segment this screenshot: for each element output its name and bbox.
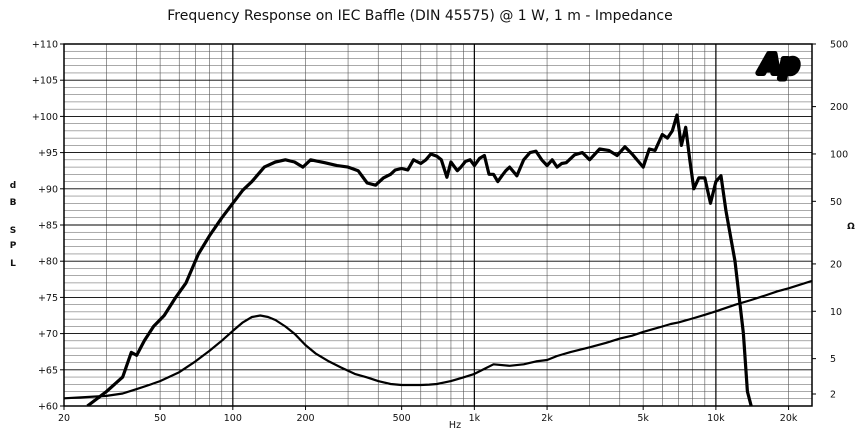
- chart-title: Frequency Response on IEC Baffle (DIN 45…: [167, 8, 673, 24]
- y-right-tick-label: 2: [830, 390, 836, 401]
- x-tick-label: 100: [224, 413, 242, 424]
- y-left-tick-label: +100: [32, 112, 58, 123]
- y-left-tick-label: +65: [38, 365, 58, 376]
- x-tick-label: 2k: [541, 413, 553, 424]
- y-right-tick-label: 50: [830, 197, 842, 208]
- x-ticks: 20 50 100 200 500 1k 2k 5k 10k 20k: [58, 406, 798, 424]
- x-axis-label: Hz: [449, 420, 461, 428]
- grid-major: [64, 44, 812, 406]
- y-right-tick-label: 20: [830, 259, 842, 270]
- impedance-line: [64, 279, 812, 400]
- y-left-tick-label: +110: [32, 40, 58, 51]
- svg-text:Ap: Ap: [758, 50, 799, 80]
- y-right-tick-label: 100: [830, 149, 848, 160]
- y-left-tick-label: +105: [32, 76, 58, 87]
- y-right-ticks: 500 200 100 50 20 10 5 2: [812, 40, 848, 401]
- y-left-tick-label: +60: [38, 402, 58, 413]
- y-right-label: Ω: [847, 222, 855, 232]
- series-group: [64, 113, 812, 406]
- x-tick-label: 20: [58, 413, 70, 424]
- y-right-tick-label: 200: [830, 102, 848, 113]
- x-tick-label: 20k: [780, 413, 798, 424]
- y-left-label-letter: S: [10, 226, 16, 236]
- y-left-label: dB SPL: [10, 181, 17, 269]
- x-tick-label: 500: [393, 413, 411, 424]
- x-tick-label: 5k: [637, 413, 649, 424]
- y-left-tick-label: +75: [38, 293, 58, 304]
- x-tick-label: 200: [296, 413, 314, 424]
- ap-logo: Ap Ap: [755, 47, 802, 83]
- y-left-tick-label: +85: [38, 221, 58, 232]
- spl-line: [86, 113, 753, 406]
- y-left-label-letter: L: [10, 259, 16, 269]
- y-right-tick-label: 5: [830, 354, 836, 365]
- y-left-tick-label: +80: [38, 257, 58, 268]
- y-left-label-letter: B: [10, 198, 17, 208]
- y-right-tick-label: 500: [830, 40, 848, 51]
- y-right-tick-label: 10: [830, 307, 842, 318]
- y-left-tick-label: +70: [38, 329, 58, 340]
- x-tick-label: 50: [154, 413, 166, 424]
- x-tick-label: 1k: [469, 413, 481, 424]
- y-left-tick-label: +95: [38, 148, 58, 159]
- y-left-label-letter: d: [10, 181, 16, 191]
- svg-text:Ap: Ap: [758, 50, 799, 80]
- x-tick-label: 10k: [707, 413, 725, 424]
- y-left-ticks: +110 +105 +100 +95 +90 +85 +80 +75 +70 +65 +60: [32, 40, 64, 413]
- y-left-tick-label: +90: [38, 184, 58, 195]
- y-left-label-letter: P: [10, 241, 17, 251]
